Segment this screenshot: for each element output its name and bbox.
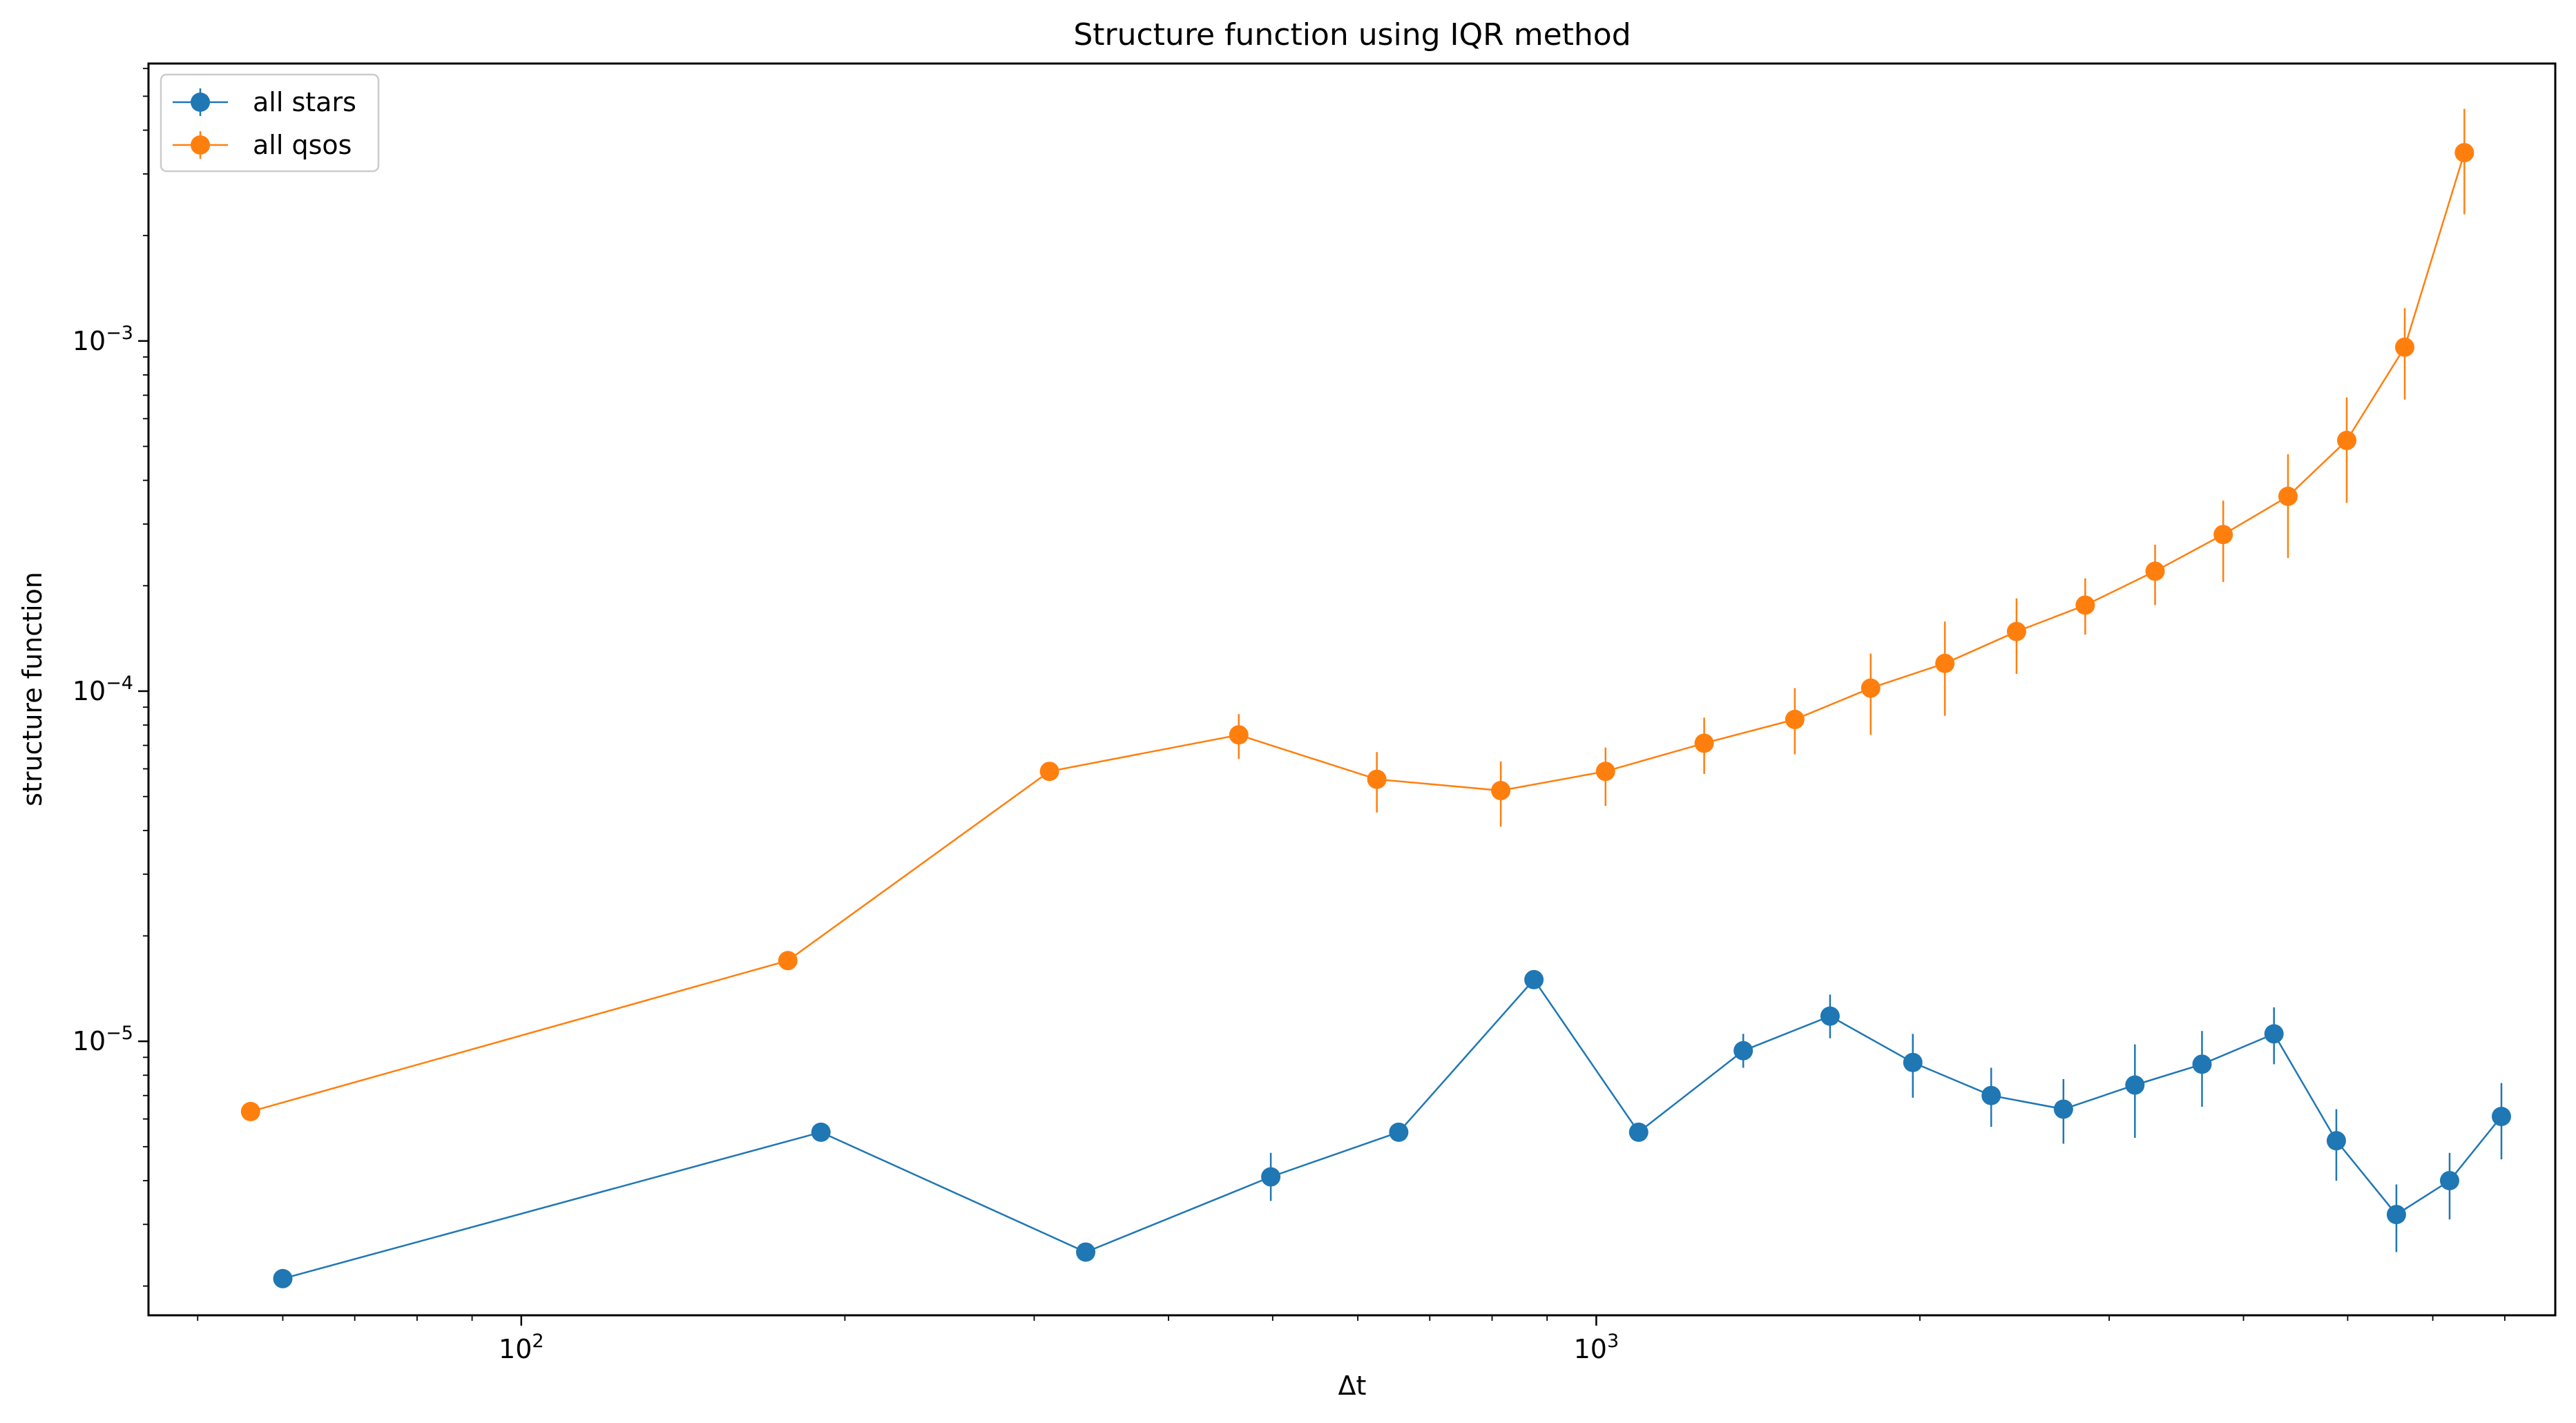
legend-label: all stars [253, 87, 356, 117]
data-point [1733, 1040, 1753, 1061]
y-axis-label: structure function [17, 572, 48, 806]
data-point [2264, 1024, 2284, 1044]
data-point [2278, 486, 2298, 506]
data-point [2337, 430, 2357, 450]
data-point [1935, 653, 1955, 673]
data-point [1628, 1122, 1649, 1142]
y-tick-label: 10−4 [73, 672, 133, 706]
x-tick-label: 103 [1574, 1330, 1619, 1364]
y-tick-label: 10−5 [73, 1023, 133, 1056]
legend: all stars all qsos [160, 73, 380, 173]
x-axis-ticks: 102 103 [197, 1315, 2506, 1364]
data-point [273, 1268, 293, 1288]
data-point [1981, 1085, 2001, 1105]
legend-entry: all qsos [173, 130, 352, 160]
data-point [811, 1122, 831, 1142]
data-point [1491, 781, 1511, 801]
data-point [2006, 621, 2026, 641]
plot-area [240, 108, 2511, 1288]
data-point [240, 1101, 260, 1121]
series-all-qsos [240, 108, 2474, 1121]
data-point [1367, 769, 1387, 789]
data-point [1524, 969, 1544, 989]
data-point [1694, 733, 1714, 753]
chart-title: Structure function using IQR method [1073, 17, 1631, 52]
data-point [1039, 762, 1059, 782]
data-point [1785, 710, 1805, 730]
data-point [1861, 678, 1881, 698]
data-point [1820, 1006, 1840, 1026]
x-axis-label: Δt [1338, 1371, 1367, 1401]
y-tick-label: 10−3 [73, 322, 133, 356]
data-point [2439, 1170, 2459, 1190]
legend-box [160, 73, 380, 173]
data-point [2192, 1054, 2212, 1074]
data-point [2125, 1075, 2145, 1095]
plot-frame [147, 62, 2557, 1317]
data-point [1076, 1242, 1096, 1262]
data-point [2075, 595, 2095, 615]
data-point [1389, 1122, 1409, 1142]
legend-label: all qsos [253, 130, 352, 160]
y-axis-ticks: 10−5 10−4 10−3 [73, 68, 148, 1287]
data-point [2492, 1107, 2511, 1127]
data-point [778, 951, 798, 971]
data-point [1229, 725, 1249, 745]
data-point [2053, 1099, 2073, 1119]
series-all-stars [273, 969, 2511, 1288]
data-point [2386, 1205, 2406, 1225]
x-tick-label: 102 [499, 1330, 544, 1364]
data-point [2326, 1131, 2346, 1151]
data-point [2395, 337, 2415, 357]
legend-entry: all stars [173, 87, 356, 117]
data-point [1595, 762, 1615, 782]
data-point [2145, 561, 2165, 581]
legend-marker [191, 93, 210, 112]
data-point [2454, 143, 2474, 163]
data-point [2213, 525, 2233, 545]
data-point [1903, 1052, 1923, 1072]
data-point [1261, 1167, 1281, 1187]
legend-marker [191, 135, 210, 155]
